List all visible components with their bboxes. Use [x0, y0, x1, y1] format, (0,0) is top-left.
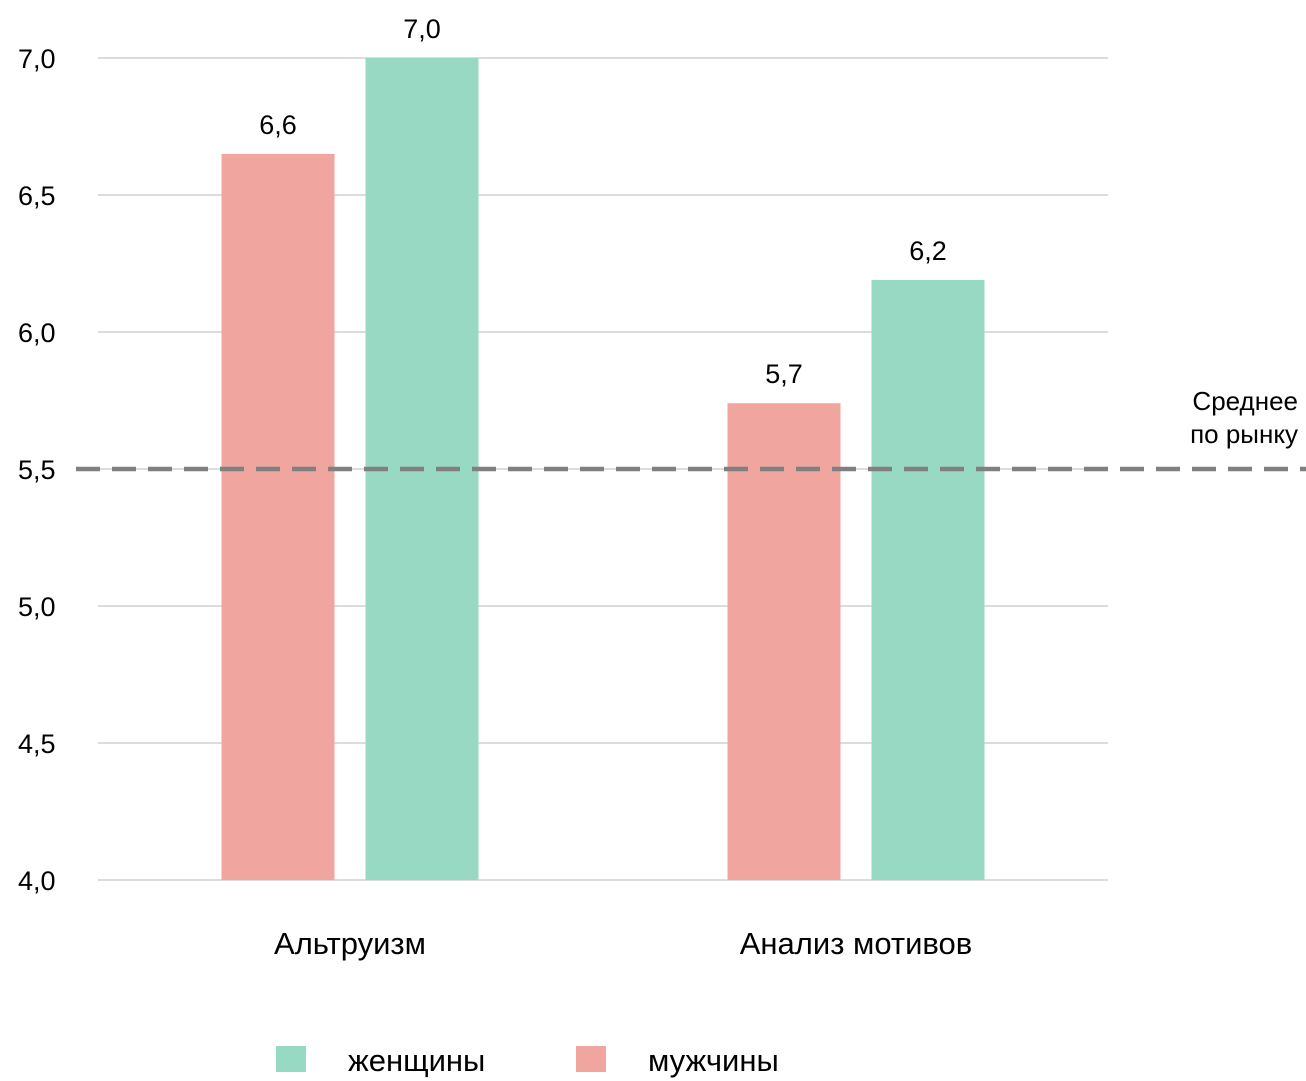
y-tick-label: 4,5 — [18, 729, 56, 759]
y-axis-tick-labels: 4,0 4,5 5,0 5,5 6,0 6,5 7,0 — [18, 44, 56, 896]
data-labels: 6,6 5,7 7,0 6,2 — [259, 14, 947, 389]
y-tick-label: 5,0 — [18, 592, 56, 622]
data-label: 5,7 — [765, 359, 803, 389]
reference-line-label: по рынку — [1190, 419, 1298, 449]
legend-label: мужчины — [648, 1043, 779, 1078]
y-tick-label: 7,0 — [18, 44, 56, 74]
legend-swatch-женщины — [276, 1046, 306, 1072]
category-label: Альтруизм — [274, 926, 426, 961]
bar-мужчины-0 — [221, 153, 335, 880]
legend-swatch-мужчины — [576, 1046, 606, 1072]
data-label: 6,6 — [259, 110, 297, 140]
y-tick-label: 5,5 — [18, 455, 56, 485]
legend-label: женщины — [348, 1043, 485, 1078]
category-label: Анализ мотивов — [740, 926, 973, 961]
y-tick-label: 6,5 — [18, 181, 56, 211]
reference-line-label: Среднее — [1192, 386, 1298, 416]
data-label: 6,2 — [909, 236, 947, 266]
data-label: 7,0 — [403, 14, 441, 44]
y-tick-label: 6,0 — [18, 318, 56, 348]
bar-женщины-1 — [871, 279, 985, 880]
bar-мужчины-1 — [727, 403, 841, 880]
legend: женщины мужчины — [276, 1043, 779, 1078]
y-tick-label: 4,0 — [18, 866, 56, 896]
x-axis-category-labels: Альтруизм Анализ мотивов — [274, 926, 972, 961]
